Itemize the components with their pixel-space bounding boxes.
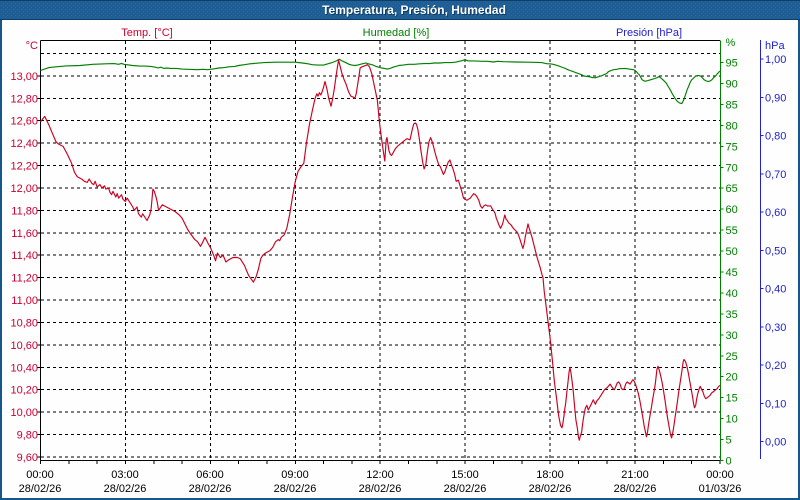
svg-text:0,40: 0,40 xyxy=(765,284,786,296)
svg-text:Humedad [%]: Humedad [%] xyxy=(363,27,430,39)
svg-text:75: 75 xyxy=(726,141,738,153)
svg-text:0,30: 0,30 xyxy=(765,322,786,334)
svg-text:11,60: 11,60 xyxy=(11,228,38,240)
svg-text:11,00: 11,00 xyxy=(11,295,38,307)
svg-text:06:00: 06:00 xyxy=(196,469,224,481)
svg-text:Temperatura, Presión, Humedad: Temperatura, Presión, Humedad xyxy=(322,3,506,17)
svg-text:15: 15 xyxy=(726,393,738,405)
svg-text:12,80: 12,80 xyxy=(10,93,38,105)
svg-text:18:00: 18:00 xyxy=(536,469,564,481)
svg-text:12,60: 12,60 xyxy=(10,116,38,128)
svg-text:Presión [hPa]: Presión [hPa] xyxy=(616,27,682,39)
svg-text:28/02/26: 28/02/26 xyxy=(189,483,232,495)
svg-text:00:00: 00:00 xyxy=(26,469,54,481)
svg-text:1,00: 1,00 xyxy=(765,54,786,66)
svg-text:65: 65 xyxy=(726,183,738,195)
svg-text:50: 50 xyxy=(726,246,738,258)
svg-text:28/02/26: 28/02/26 xyxy=(359,483,402,495)
svg-text:40: 40 xyxy=(726,288,738,300)
svg-text:9,80: 9,80 xyxy=(17,430,38,442)
svg-text:10,80: 10,80 xyxy=(10,318,38,330)
svg-text:°C: °C xyxy=(26,40,38,52)
svg-text:12,40: 12,40 xyxy=(10,138,38,150)
svg-text:0,60: 0,60 xyxy=(765,207,786,219)
svg-text:80: 80 xyxy=(726,120,738,132)
svg-text:09:00: 09:00 xyxy=(281,469,309,481)
svg-text:28/02/26: 28/02/26 xyxy=(529,483,572,495)
svg-text:90: 90 xyxy=(726,79,738,91)
svg-text:21:00: 21:00 xyxy=(621,469,649,481)
svg-text:Temp. [°C]: Temp. [°C] xyxy=(121,27,172,39)
svg-text:15:00: 15:00 xyxy=(451,469,479,481)
svg-text:55: 55 xyxy=(726,225,738,237)
svg-text:Temperatura, Presión, Humedad: Temperatura, Presión, Humedad xyxy=(323,4,507,18)
svg-text:28/02/26: 28/02/26 xyxy=(19,483,62,495)
svg-text:9,60: 9,60 xyxy=(17,452,38,464)
svg-text:10: 10 xyxy=(726,414,738,426)
svg-text:12,00: 12,00 xyxy=(10,183,38,195)
svg-text:28/02/26: 28/02/26 xyxy=(614,483,657,495)
svg-text:01/03/26: 01/03/26 xyxy=(699,483,742,495)
svg-text:11,40: 11,40 xyxy=(11,250,38,262)
svg-text:5: 5 xyxy=(726,435,732,447)
svg-text:28/02/26: 28/02/26 xyxy=(444,483,487,495)
svg-text:10,60: 10,60 xyxy=(10,340,38,352)
svg-text:%: % xyxy=(726,37,736,49)
svg-text:28/02/26: 28/02/26 xyxy=(104,483,147,495)
svg-text:0,80: 0,80 xyxy=(765,131,786,143)
svg-text:35: 35 xyxy=(726,309,738,321)
svg-text:45: 45 xyxy=(726,267,738,279)
svg-text:10,40: 10,40 xyxy=(10,362,38,374)
svg-text:10,00: 10,00 xyxy=(10,407,38,419)
svg-text:30: 30 xyxy=(726,330,738,342)
svg-text:60: 60 xyxy=(726,204,738,216)
svg-text:0,00: 0,00 xyxy=(765,437,786,449)
svg-text:0,10: 0,10 xyxy=(765,398,786,410)
svg-text:0,50: 0,50 xyxy=(765,245,786,257)
svg-text:13,00: 13,00 xyxy=(10,71,38,83)
svg-text:28/02/26: 28/02/26 xyxy=(274,483,317,495)
svg-text:0,70: 0,70 xyxy=(765,169,786,181)
svg-text:25: 25 xyxy=(726,351,738,363)
svg-text:11,20: 11,20 xyxy=(11,273,38,285)
svg-text:0,20: 0,20 xyxy=(765,360,786,372)
svg-text:12,20: 12,20 xyxy=(10,161,38,173)
svg-text:10,20: 10,20 xyxy=(10,385,38,397)
svg-text:0,90: 0,90 xyxy=(765,92,786,104)
svg-text:11,80: 11,80 xyxy=(11,205,38,217)
svg-text:95: 95 xyxy=(726,58,738,70)
svg-text:03:00: 03:00 xyxy=(111,469,139,481)
svg-text:85: 85 xyxy=(726,100,738,112)
svg-text:hPa: hPa xyxy=(765,40,785,52)
svg-text:00:00: 00:00 xyxy=(706,469,734,481)
svg-text:0: 0 xyxy=(726,456,732,468)
svg-text:12:00: 12:00 xyxy=(366,469,394,481)
svg-text:20: 20 xyxy=(726,372,738,384)
svg-text:70: 70 xyxy=(726,162,738,174)
